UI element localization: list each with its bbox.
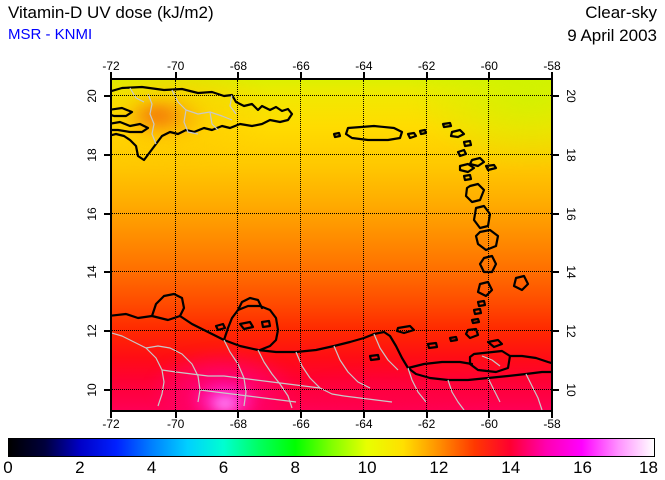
ytick-left-1: 18 [85, 147, 99, 162]
grid-lines [112, 80, 551, 410]
ytick-left-2: 16 [85, 206, 99, 221]
cbtick-0: 0 [3, 458, 13, 477]
gridline-lat-10 [112, 389, 551, 391]
xtick-bottom-6: -60 [480, 417, 498, 431]
cbtick-1: 2 [75, 458, 85, 477]
gridline-lat-12 [112, 330, 551, 332]
xtick-top-1: -70 [167, 59, 185, 73]
map-plot: -72 -70 -68 -66 -64 -62 -60 -58 -72 -70 … [85, 59, 578, 431]
gridline-lat-18 [112, 153, 551, 155]
xtick-top-5: -62 [417, 59, 436, 73]
ytick-left-5: 10 [85, 383, 99, 397]
xtick-bottom-7: -58 [543, 417, 561, 431]
xtick-bottom-2: -68 [229, 417, 248, 431]
xtick-bottom-0: -72 [102, 417, 120, 431]
gridline-lat-16 [112, 212, 551, 214]
xtick-bottom-1: -70 [167, 417, 185, 431]
gridline-lon--62 [425, 80, 427, 410]
colorbar-gradient [9, 439, 654, 456]
cbtick-8: 16 [573, 458, 592, 477]
colorbar-labels: 0 2 4 6 8 10 12 14 16 18 [3, 458, 658, 478]
ytick-right-1: 18 [564, 147, 578, 162]
ytick-right-5: 10 [564, 383, 578, 397]
ytick-left-3: 14 [85, 265, 99, 280]
cbtick-5: 10 [357, 458, 377, 477]
chart-header: Vitamin-D UV dose (kJ/m2) MSR - KNMI Cle… [0, 0, 665, 52]
coastline-overlay [112, 85, 551, 410]
cbtick-3: 6 [218, 458, 229, 477]
cbtick-6: 12 [429, 458, 449, 477]
gridline-lon--60 [488, 80, 490, 410]
gridline-lon--68 [237, 80, 239, 410]
gridline-lon--64 [362, 80, 364, 410]
xtick-top-6: -60 [480, 59, 498, 73]
gridline-lon--70 [174, 80, 176, 410]
colorbar [8, 438, 655, 457]
page-title: Vitamin-D UV dose (kJ/m2) [8, 3, 214, 22]
cbtick-2: 4 [146, 458, 157, 477]
condition-label: Clear-sky [585, 3, 657, 22]
ytick-right-3: 14 [564, 265, 578, 280]
ytick-right-4: 12 [564, 324, 578, 339]
xtick-top-7: -58 [543, 59, 561, 73]
cbtick-9: 18 [639, 458, 658, 477]
gridline-lon--66 [300, 80, 302, 410]
source-label: MSR - KNMI [8, 26, 93, 43]
date-label: 9 April 2003 [567, 26, 657, 45]
cbtick-7: 14 [501, 458, 521, 477]
ytick-right-2: 16 [564, 206, 578, 221]
xtick-top-4: -64 [355, 59, 373, 73]
andes-maximum-peak [208, 394, 242, 410]
xtick-top-2: -68 [229, 59, 248, 73]
gridline-lat-14 [112, 271, 551, 273]
xtick-top-0: -72 [102, 59, 120, 73]
xtick-top-3: -66 [292, 59, 310, 73]
gridline-lat-20 [112, 94, 551, 96]
ytick-left-4: 12 [85, 324, 99, 339]
ytick-right-0: 20 [564, 89, 578, 103]
xtick-bottom-5: -62 [417, 417, 436, 431]
ytick-left-0: 20 [85, 89, 99, 103]
xtick-bottom-4: -64 [355, 417, 373, 431]
colorbar-frame [8, 438, 655, 457]
venezuela-coast-anomaly [292, 368, 482, 410]
plot-frame [110, 78, 553, 412]
xtick-bottom-3: -66 [292, 417, 310, 431]
cbtick-4: 8 [290, 458, 300, 477]
